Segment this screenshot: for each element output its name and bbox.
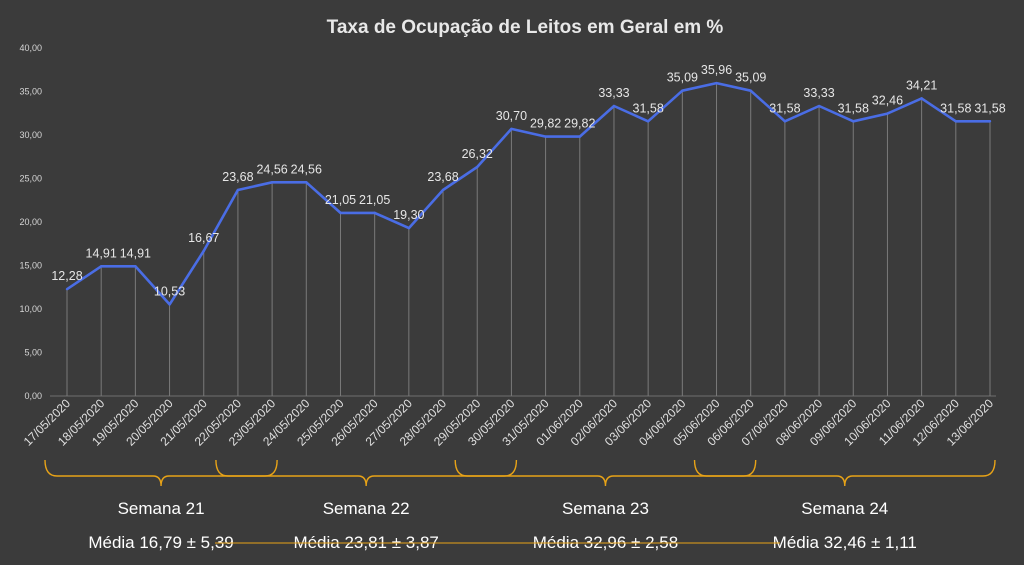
data-point <box>920 97 923 100</box>
data-label: 23,68 <box>222 170 253 184</box>
data-point <box>441 188 445 192</box>
week-bracket <box>44 459 278 487</box>
week-label: Semana 24 <box>801 499 888 518</box>
week-bracket <box>454 459 757 487</box>
data-point <box>544 135 547 138</box>
week-bracket <box>693 459 996 487</box>
grid-layer <box>50 83 996 397</box>
data-point <box>954 120 958 123</box>
series-line <box>66 81 990 306</box>
data-label: 21,05 <box>325 193 356 207</box>
data-point <box>168 303 171 306</box>
data-point <box>134 265 137 268</box>
week-label: Semana 23 <box>562 499 649 518</box>
data-point <box>476 165 479 169</box>
week-bracket <box>215 459 518 487</box>
data-point <box>681 89 684 92</box>
data-point <box>373 211 376 215</box>
x-tick-labels: 17/05/202018/05/202019/05/202020/05/2020… <box>21 396 997 449</box>
data-label: 21,05 <box>359 193 390 207</box>
data-label: 35,09 <box>667 71 698 85</box>
y-tick-label: 15,00 <box>19 261 42 271</box>
data-label: 31,58 <box>633 101 664 115</box>
data-label: 31,58 <box>838 101 869 115</box>
week-label: Semana 22 <box>323 499 410 518</box>
data-point <box>578 135 581 138</box>
data-point <box>407 226 411 230</box>
data-point <box>886 112 889 115</box>
data-point <box>305 181 308 184</box>
week-label: Semana 21 <box>118 499 205 518</box>
data-point <box>236 188 240 192</box>
y-tick-labels: 0,00 5,00 10,00 15,00 20,00 25,00 30,00 35,00 40… <box>19 43 42 401</box>
y-tick-label: 30,00 <box>19 130 42 140</box>
chart-title: Taxa de Ocupação de Leitos em Geral em % <box>327 17 724 38</box>
data-label: 32,46 <box>872 94 903 108</box>
week-mean-label: Média 32,46 ± 1,11 <box>773 533 917 552</box>
data-label: 29,82 <box>530 117 561 131</box>
data-label: 33,33 <box>803 86 834 100</box>
data-label: 14,91 <box>86 246 117 260</box>
data-label: 35,09 <box>735 71 766 85</box>
week-mean-label: Média 16,79 ± 5,39 <box>88 533 233 552</box>
data-point <box>646 120 650 123</box>
data-point <box>783 120 787 123</box>
data-label: 16,67 <box>188 231 219 245</box>
series-line-layer <box>65 81 992 306</box>
data-label: 35,96 <box>701 63 732 77</box>
data-label: 19,30 <box>393 208 424 222</box>
y-tick-label: 0,00 <box>24 391 42 401</box>
data-label: 24,56 <box>291 162 322 176</box>
data-point <box>749 89 752 92</box>
data-label: 26,32 <box>462 147 493 161</box>
y-tick-label: 35,00 <box>19 87 42 97</box>
data-label: 33,33 <box>598 86 629 100</box>
data-point <box>612 104 616 108</box>
data-point <box>510 127 513 131</box>
data-point <box>988 120 992 123</box>
data-label: 24,56 <box>256 162 287 176</box>
data-label: 31,58 <box>940 101 971 115</box>
data-label: 29,82 <box>564 117 595 131</box>
y-tick-label: 5,00 <box>24 348 42 358</box>
data-label: 14,91 <box>120 246 151 260</box>
data-label: 12,28 <box>51 269 82 283</box>
data-point <box>65 287 69 291</box>
data-label: 34,21 <box>906 78 937 92</box>
week-annotations: Semana 21 Média 16,79 ± 5,39 Semana 22 Médi… <box>44 459 996 552</box>
data-point <box>715 81 718 85</box>
data-point <box>852 120 855 123</box>
y-tick-label: 25,00 <box>19 174 42 184</box>
data-label: 30,70 <box>496 109 527 123</box>
data-label: 10,53 <box>154 284 185 298</box>
data-point <box>99 265 103 268</box>
data-point <box>270 181 274 184</box>
data-label: 23,68 <box>427 170 458 184</box>
data-point <box>339 211 342 215</box>
data-point <box>202 249 205 253</box>
data-label: 31,58 <box>769 101 800 115</box>
data-label: 31,58 <box>974 101 1005 115</box>
y-tick-label: 40,00 <box>19 43 42 53</box>
data-point <box>817 104 821 108</box>
y-tick-label: 10,00 <box>19 304 42 314</box>
y-tick-label: 20,00 <box>19 217 42 227</box>
